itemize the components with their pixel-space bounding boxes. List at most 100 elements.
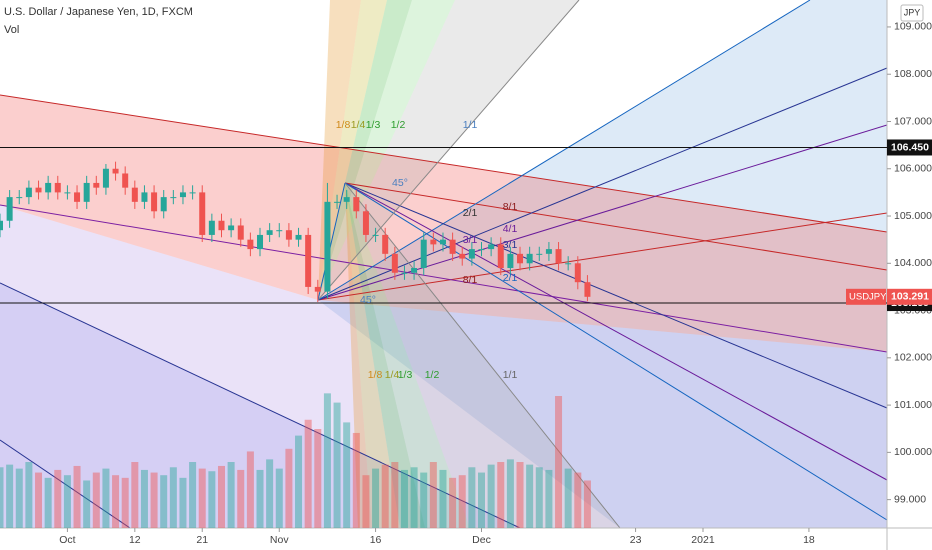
- fan-zone: [318, 0, 887, 528]
- fan-label: 1/4: [385, 369, 400, 381]
- candle-body: [276, 230, 283, 232]
- fan-label: 1/1: [463, 119, 478, 131]
- volume-bar: [266, 459, 274, 528]
- volume-bar: [314, 429, 322, 528]
- fan-zone: [345, 183, 425, 528]
- fan-line: [344, 182, 888, 481]
- volume-bar: [333, 402, 341, 528]
- candle-body: [74, 192, 81, 202]
- y-tick-label: 106.000: [894, 163, 932, 175]
- candle-body: [45, 182, 52, 193]
- volume-bar: [449, 477, 457, 528]
- fan-label: 45°: [360, 294, 376, 306]
- channel-line: [0, 282, 521, 529]
- fan-line: [317, 67, 888, 301]
- fan-line: [317, 0, 811, 301]
- candle-body: [488, 244, 495, 250]
- fan-label: 8/1: [463, 274, 478, 286]
- candle-body: [6, 197, 13, 221]
- last-price-label: 103.291: [891, 291, 929, 303]
- candle-body: [83, 182, 90, 202]
- candle-body: [237, 225, 244, 240]
- candle-body: [228, 225, 235, 231]
- fan-label: 1/8: [368, 369, 383, 381]
- candle-body: [257, 234, 264, 250]
- candle-body: [545, 249, 552, 254]
- candle-body: [468, 249, 475, 259]
- volume-bar: [63, 475, 71, 528]
- candle-body: [362, 211, 369, 235]
- fan-label: 1/2: [425, 369, 440, 381]
- x-tick-label: Oct: [59, 534, 75, 546]
- volume-bar: [179, 477, 187, 528]
- candle-body: [102, 168, 109, 188]
- fan-label: 2/1: [463, 207, 478, 219]
- x-tick-label: 21: [196, 534, 208, 546]
- volume-bar: [92, 472, 100, 528]
- volume-bar: [169, 467, 177, 528]
- currency-button-label: JPY: [904, 7, 921, 17]
- fan-label: 1/2: [391, 119, 406, 131]
- candle-body: [478, 249, 485, 251]
- candle-body: [372, 234, 379, 236]
- candle-body: [285, 230, 292, 240]
- volume-bar: [285, 448, 293, 528]
- volume-bar: [246, 451, 254, 528]
- fan-line: [344, 182, 888, 521]
- candle-body: [334, 201, 341, 203]
- fan-label: 2/1: [503, 272, 518, 284]
- fan-line: [317, 0, 580, 301]
- fan-label: 1/3: [398, 369, 413, 381]
- volume-bar: [420, 472, 428, 528]
- candle-body: [189, 192, 196, 194]
- candle-body: [343, 197, 350, 202]
- x-tick-label: 16: [370, 534, 382, 546]
- volume-bar: [102, 468, 110, 528]
- series: [0, 161, 591, 528]
- y-tick-label: 105.000: [894, 210, 932, 222]
- y-tick-label: 109.000: [894, 21, 932, 33]
- fan-line: [344, 182, 888, 409]
- volume-bar: [439, 469, 447, 528]
- candle-body: [382, 234, 389, 254]
- last-price-badge: [887, 288, 932, 305]
- candle-body: [16, 197, 23, 199]
- y-tick-label: 100.000: [894, 446, 932, 458]
- volume-bar: [343, 422, 351, 528]
- volume-bar: [352, 432, 360, 528]
- channel-line: [0, 94, 888, 233]
- candle-body: [122, 173, 129, 188]
- fan-label: 45°: [392, 177, 408, 189]
- volume-bar: [15, 468, 23, 528]
- volume-bar: [304, 419, 312, 528]
- volume-bar: [391, 462, 399, 528]
- fan-line: [317, 182, 346, 301]
- fan-zone: [318, 0, 455, 300]
- fan-label: 1/1: [503, 369, 518, 381]
- last-price-name: USDJPY: [849, 291, 887, 302]
- candle-body: [54, 182, 61, 193]
- fan-label: 3/1: [463, 234, 478, 246]
- volume-bar: [83, 480, 91, 528]
- candle-body: [497, 244, 504, 269]
- volume-bar: [217, 465, 225, 528]
- candle-body: [430, 239, 437, 245]
- price-badge-label: 106.450: [891, 141, 929, 153]
- candle-body: [35, 187, 42, 193]
- volume-bar: [35, 472, 43, 528]
- fan-zone: [345, 183, 372, 528]
- x-tick-label: Dec: [472, 534, 491, 546]
- volume-bar: [44, 477, 52, 528]
- volume-bar: [410, 467, 418, 528]
- candle-body: [141, 192, 148, 202]
- volume-bar: [372, 468, 380, 528]
- volume-bar: [112, 475, 120, 528]
- currency-button[interactable]: [900, 4, 924, 22]
- fan-label: 1/4: [351, 119, 366, 131]
- candle-body: [25, 187, 32, 198]
- y-tick-label: 102.000: [894, 352, 932, 364]
- volume-bar: [487, 464, 495, 528]
- x-tick-label: Nov: [270, 534, 289, 546]
- candle-body: [247, 239, 254, 250]
- x-tick-label: 18: [803, 534, 815, 546]
